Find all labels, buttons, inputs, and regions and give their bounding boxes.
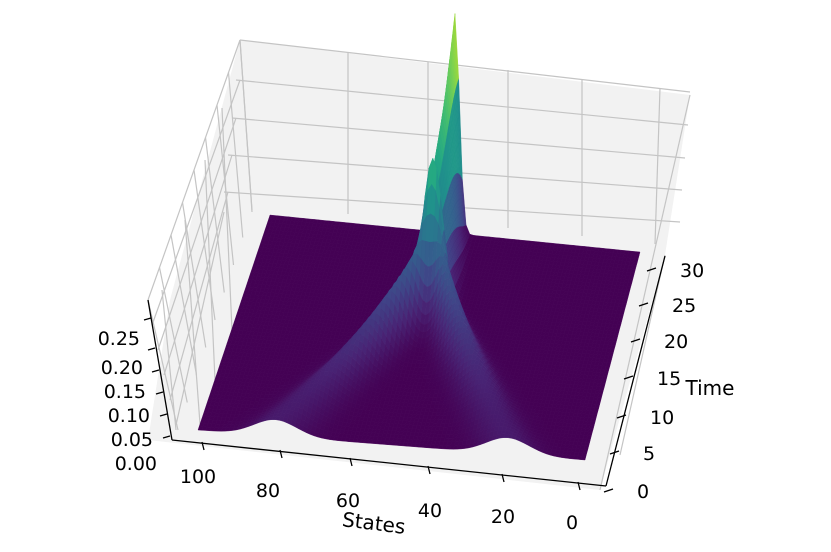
grid-line — [239, 39, 253, 213]
grid-line — [599, 94, 691, 491]
grid-line — [163, 154, 233, 376]
surface-cell — [401, 395, 407, 400]
grid-line — [654, 87, 661, 245]
grid-line — [157, 117, 237, 351]
surface-cell — [400, 398, 406, 403]
grid-line — [147, 39, 241, 301]
grid-line — [181, 202, 207, 348]
grid-line — [184, 219, 201, 425]
surface-cell — [423, 263, 429, 288]
surface-cell — [414, 347, 421, 353]
surface-mesh — [197, 13, 641, 461]
grid-line — [204, 159, 216, 381]
grid-lines — [147, 39, 691, 491]
surface-cell — [402, 391, 408, 396]
surface-cell — [412, 355, 419, 361]
surface-cell — [407, 373, 413, 379]
surface-cell — [413, 351, 420, 357]
surface-cell — [408, 370, 414, 375]
surface-cell — [410, 363, 417, 368]
surface-cell — [399, 402, 405, 407]
surface-cell — [404, 384, 410, 389]
grid-line — [204, 137, 225, 293]
grid-line — [175, 211, 225, 426]
grid-line — [169, 191, 229, 401]
grid-line — [235, 79, 689, 126]
grid-line — [221, 107, 233, 331]
surface-cell — [405, 380, 411, 386]
surface-cell — [403, 388, 409, 393]
surface-cell — [411, 359, 418, 364]
surface-cell — [406, 377, 412, 382]
surface-cell — [409, 366, 416, 372]
grid-line — [619, 254, 666, 456]
grid-line — [161, 289, 177, 431]
grid-line — [151, 79, 241, 326]
surface-cell — [422, 283, 428, 304]
grid-line — [239, 39, 691, 93]
